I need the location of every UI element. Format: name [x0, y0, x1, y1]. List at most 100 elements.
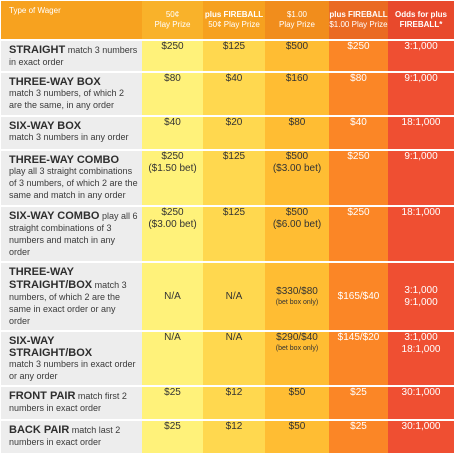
prize-1-dollar: $160 — [265, 72, 329, 117]
prize-fireball-50c: $12 — [203, 420, 265, 455]
prize-bet-note: (bet box only) — [275, 299, 319, 306]
wager-name: SIX-WAY COMBO — [9, 210, 100, 222]
header-col4-line1: plus FIREBALL — [329, 10, 388, 19]
table-row: FRONT PAIR match first 2 numbers in exac… — [1, 386, 454, 421]
prize-amount: $500 — [285, 151, 309, 162]
prize-bet-note: ($1.50 bet) — [148, 163, 197, 174]
wager-cell: SIX-WAY BOX match 3 numbers in any order — [1, 116, 142, 151]
wager-cell: THREE-WAY STRAIGHT/BOX match 3 numbers, … — [1, 262, 142, 332]
prize-1-dollar: $50 — [265, 420, 329, 455]
header-fireball-50c-play-prize: plus FIREBALL 50¢ Play Prize — [203, 1, 265, 41]
prize-50c: $25 — [142, 386, 203, 421]
prize-bet-note: ($3.00 bet) — [148, 219, 197, 230]
prize-fireball-50c: $40 — [203, 72, 265, 117]
prize-fireball-1-dollar: $250 — [329, 40, 388, 73]
header-col3-line1: $1.00 — [286, 10, 308, 19]
prize-50c: $250 ($3.00 bet) — [142, 206, 203, 263]
prize-fireball-1-dollar: $40 — [329, 116, 388, 151]
prize-1-dollar: $500 — [265, 40, 329, 73]
prize-bet-note: ($3.00 bet) — [272, 163, 322, 174]
prize-50c: N/A — [142, 262, 203, 332]
table-row: BACK PAIR match last 2 numbers in exact … — [1, 420, 454, 455]
wager-name: SIX-WAY STRAIGHT/BOX — [9, 335, 93, 359]
prize-1-dollar: $80 — [265, 116, 329, 151]
wager-name: THREE-WAY STRAIGHT/BOX — [9, 266, 93, 291]
prize-1-dollar: $330/$80 (bet box only) — [265, 262, 329, 332]
prize-fireball-50c: N/A — [203, 331, 265, 387]
prize-fireball-50c: $125 — [203, 40, 265, 73]
header-fireball-odds: Odds for plus FIREBALL* — [388, 1, 454, 41]
wager-description: match 3 numbers, of which 2 are the same… — [9, 280, 127, 326]
prize-1-dollar: $500 ($6.00 bet) — [265, 206, 329, 263]
wager-description: match 3 numbers, of which 2 are the same… — [9, 88, 125, 110]
table-row: THREE-WAY STRAIGHT/BOX match 3 numbers, … — [1, 262, 454, 332]
wager-description: play all 6 straight combinations of 3 nu… — [9, 211, 138, 257]
wager-name: SIX-WAY BOX — [9, 120, 82, 132]
header-50c-play-prize: 50¢ Play Prize — [142, 1, 203, 41]
prize-50c: N/A — [142, 331, 203, 387]
prize-bet-note: (bet box only) — [275, 345, 319, 352]
prize-fireball-50c: $12 — [203, 386, 265, 421]
header-fireball-1-dollar-play-prize: plus FIREBALL $1.00 Play Prize — [329, 1, 388, 41]
prize-50c: $250 — [142, 40, 203, 73]
wager-description: match 3 numbers in exact order or any or… — [9, 359, 136, 381]
prize-50c: $25 — [142, 420, 203, 455]
header-col4-line2: $1.00 Play Prize — [329, 20, 388, 29]
wager-name: THREE-WAY COMBO — [9, 154, 120, 166]
fireball-odds: 3:1,000 9:1,000 — [388, 262, 454, 332]
prize-amount: $330/$80 — [276, 286, 318, 297]
prize-fireball-1-dollar: $25 — [329, 386, 388, 421]
wager-cell: FRONT PAIR match first 2 numbers in exac… — [1, 386, 142, 421]
prize-fireball-50c: N/A — [203, 262, 265, 332]
table-row: THREE-WAY BOX match 3 numbers, of which 2… — [1, 72, 454, 117]
wager-cell: SIX-WAY COMBO play all 6 straight combin… — [1, 206, 142, 263]
fireball-odds: 30:1,000 — [388, 386, 454, 421]
prize-1-dollar: $50 — [265, 386, 329, 421]
wager-description: play all 3 straight combinations of 3 nu… — [9, 166, 138, 200]
header-col5-line1: Odds for plus — [395, 10, 447, 19]
fireball-odds: 3:1,000 18:1,000 — [388, 331, 454, 387]
table-header: Type of Wager 50¢ Play Prize plus FIREBA… — [1, 1, 454, 41]
fireball-odds: 9:1,000 — [388, 150, 454, 207]
fireball-odds: 3:1,000 — [388, 40, 454, 73]
prize-fireball-1-dollar: $145/$20 — [329, 331, 388, 387]
fireball-odds: 30:1,000 — [388, 420, 454, 455]
header-col1-line1: 50¢ — [165, 10, 180, 19]
header-col1-line2: Play Prize — [154, 20, 191, 29]
wager-cell: SIX-WAY STRAIGHT/BOX match 3 numbers in e… — [1, 331, 142, 387]
prize-fireball-1-dollar: $165/$40 — [329, 262, 388, 332]
table-row: SIX-WAY COMBO play all 6 straight combin… — [1, 206, 454, 263]
header-col2-line1: plus FIREBALL — [204, 10, 264, 19]
prize-amount: $250 — [161, 151, 184, 162]
prize-fireball-50c: $20 — [203, 116, 265, 151]
header-1-dollar-play-prize: $1.00 Play Prize — [265, 1, 329, 41]
wager-cell: THREE-WAY BOX match 3 numbers, of which 2… — [1, 72, 142, 117]
table-row: STRAIGHT match 3 numbers in exact order … — [1, 40, 454, 73]
wager-description: match 3 numbers in any order — [9, 132, 129, 142]
header-wager-type: Type of Wager — [1, 1, 142, 41]
wager-cell: THREE-WAY COMBO play all 3 straight combi… — [1, 150, 142, 207]
fireball-odds: 9:1,000 — [388, 72, 454, 117]
table-row: SIX-WAY BOX match 3 numbers in any order … — [1, 116, 454, 151]
prize-fireball-50c: $125 — [203, 150, 265, 207]
prize-50c: $80 — [142, 72, 203, 117]
header-col5-line2: FIREBALL* — [399, 20, 443, 29]
wager-description: match 3 numbers in exact order — [9, 45, 138, 67]
odds-straight: 3:1,000 — [404, 284, 438, 296]
prize-50c: $250 ($1.50 bet) — [142, 150, 203, 207]
prize-amount: $290/$40 — [276, 332, 318, 343]
table-row: SIX-WAY STRAIGHT/BOX match 3 numbers in e… — [1, 331, 454, 387]
prize-1-dollar: $290/$40 (bet box only) — [265, 331, 329, 387]
prize-amount: $500 — [285, 207, 309, 218]
prize-bet-note: ($6.00 bet) — [272, 219, 322, 230]
header-col2-line2: 50¢ Play Prize — [208, 20, 260, 29]
prize-fireball-1-dollar: $250 — [329, 150, 388, 207]
table-row: THREE-WAY COMBO play all 3 straight combi… — [1, 150, 454, 207]
header-col3-line2: Play Prize — [278, 20, 315, 29]
prize-fireball-1-dollar: $25 — [329, 420, 388, 455]
wager-cell: BACK PAIR match last 2 numbers in exact … — [1, 420, 142, 455]
prize-fireball-1-dollar: $250 — [329, 206, 388, 263]
odds-box: 18:1,000 — [401, 344, 441, 355]
prize-fireball-1-dollar: $80 — [329, 72, 388, 117]
